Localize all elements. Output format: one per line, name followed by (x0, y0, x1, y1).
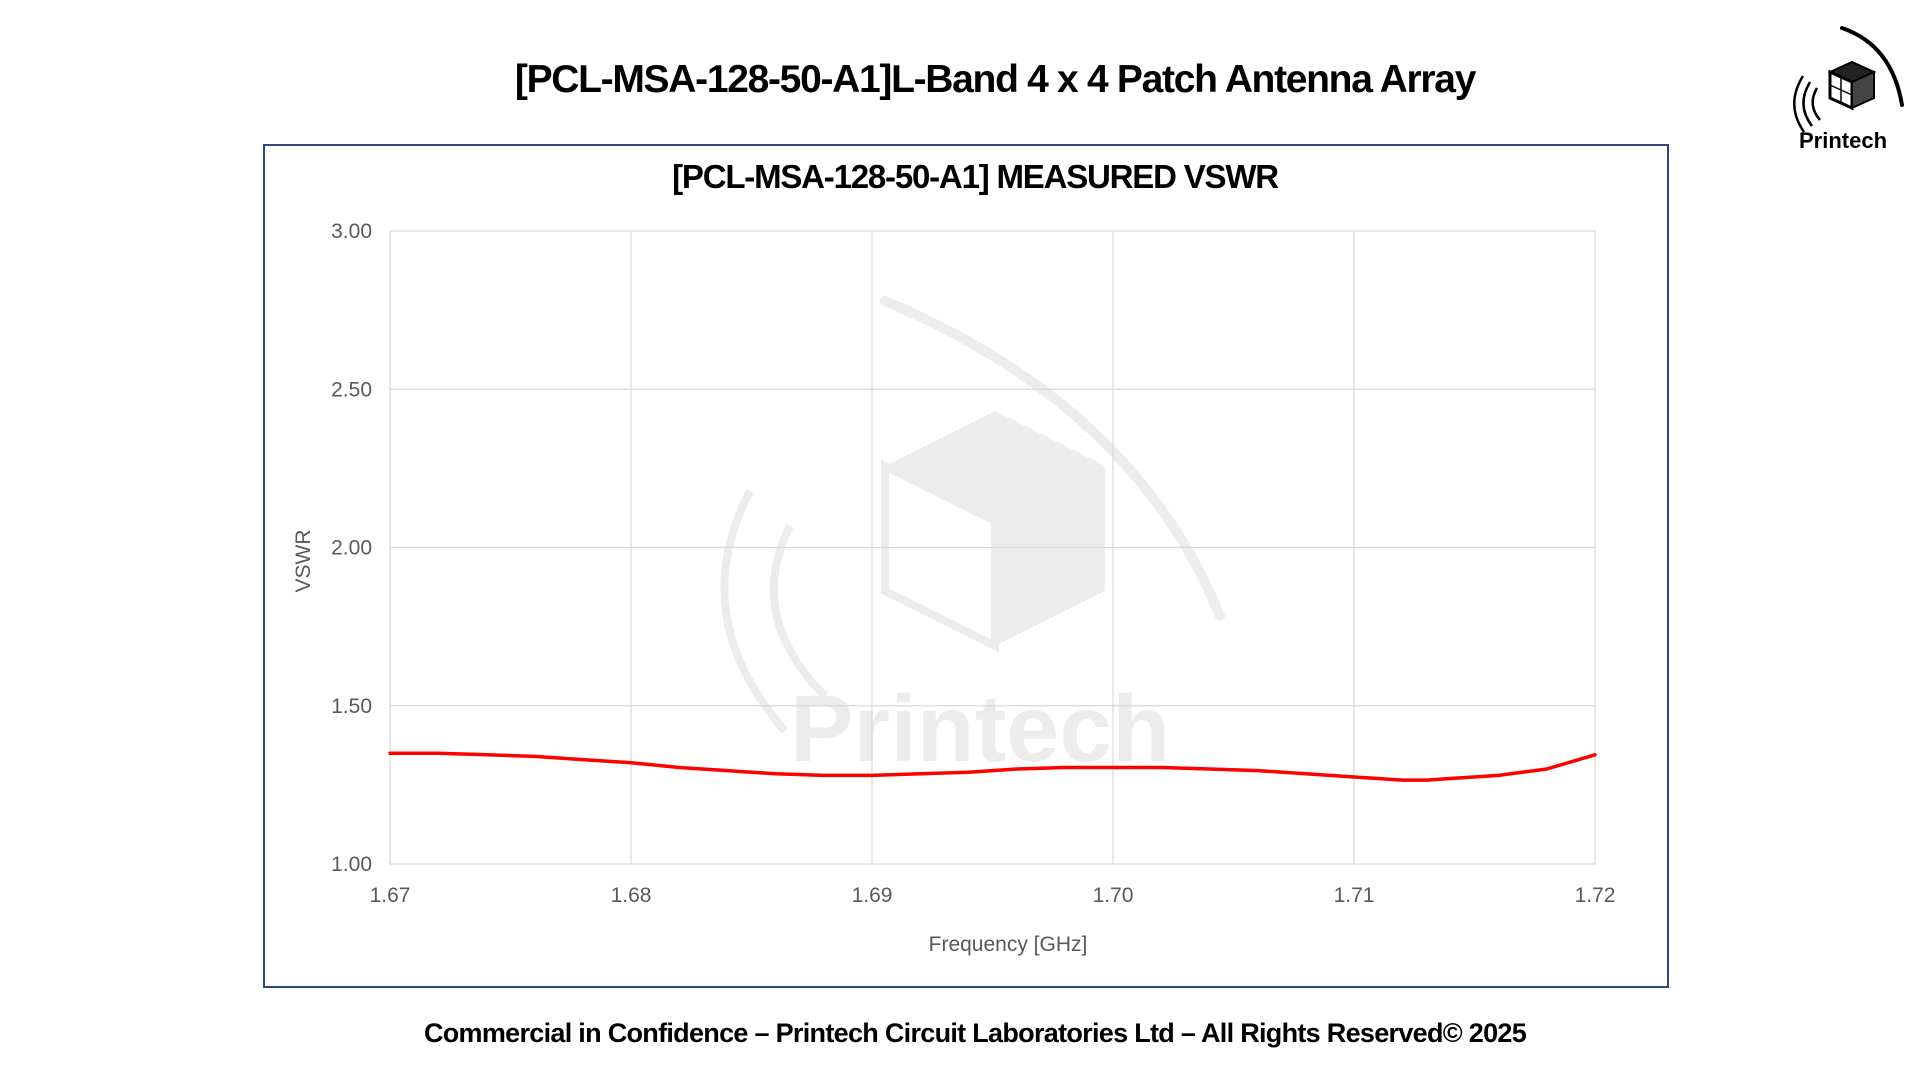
vswr-data-point (485, 753, 488, 757)
y-axis-label: VSWR (292, 530, 315, 593)
vswr-data-point (629, 761, 633, 764)
vswr-data-point (1063, 766, 1066, 769)
chart-title: [PCL-MSA-128-50-A1] MEASURED VSWR (672, 158, 1279, 195)
x-tick-label: 1.68 (611, 884, 652, 907)
x-tick-label: 1.69 (852, 884, 893, 907)
grid-layer (389, 230, 1596, 865)
vswr-data-point (1208, 767, 1211, 771)
vswr-data-point (1401, 778, 1404, 782)
footer-copyright: Commercial in Confidence – Printech Circ… (423, 1018, 1527, 1048)
logo-text: Printech (1798, 128, 1888, 153)
y-tick-label: 2.00 (331, 537, 372, 560)
vswr-data-point (774, 772, 777, 775)
x-tick-label: 1.70 (1093, 884, 1134, 907)
vswr-data-point (678, 766, 681, 769)
vswr-data-point (870, 774, 874, 777)
printech-logo-icon (1793, 26, 1904, 133)
chart-frame: Printech [PCL-MSA-128-50-A1] MEASURED VS… (263, 144, 1669, 988)
vswr-data-point (1352, 775, 1356, 779)
vswr-data-point (1256, 769, 1259, 772)
vswr-data-point (1545, 767, 1549, 771)
vswr-data-point (919, 772, 922, 775)
vswr-data-point (822, 774, 825, 777)
y-tick-label: 1.50 (331, 695, 372, 718)
vswr-data-point (1015, 767, 1018, 771)
slide-title: [PCL-MSA-128-50-A1]L-Band 4 x 4 Patch An… (514, 58, 1477, 101)
x-tick-label: 1.67 (370, 884, 411, 907)
x-tick-label: 1.71 (1334, 884, 1375, 907)
vswr-chart: Printech [PCL-MSA-128-50-A1] MEASURED VS… (292, 158, 1615, 956)
y-tick-label: 3.00 (331, 220, 372, 243)
vswr-data-point (1593, 753, 1597, 757)
vswr-data-point (1376, 777, 1380, 780)
tick-layer: 1.67 1.68 1.69 1.70 1.71 1.72 1.00 1.50 2.00 2.50… (331, 220, 1615, 907)
vswr-data-point (1304, 772, 1308, 775)
vswr-series-line (388, 751, 1597, 782)
x-axis-label: Frequency [GHz] (929, 933, 1088, 956)
vswr-data-point (1160, 766, 1163, 769)
vswr-data-point (437, 752, 440, 755)
watermark: Printech (720, 296, 1225, 782)
x-tick-label: 1.72 (1575, 884, 1616, 907)
vswr-data-point (388, 752, 392, 755)
vswr-data-point (726, 769, 729, 772)
vswr-data-point (1425, 778, 1428, 782)
vswr-data-point (967, 771, 970, 774)
vswr-data-point (1449, 777, 1452, 780)
watermark-text: Printech (790, 676, 1170, 782)
series-layer (388, 751, 1597, 782)
y-tick-label: 2.50 (331, 378, 372, 401)
vswr-data-point (1111, 766, 1115, 769)
vswr-data-point (581, 758, 584, 761)
vswr-data-point (533, 755, 536, 758)
y-tick-label: 1.00 (331, 853, 372, 876)
vswr-data-point (1497, 774, 1500, 777)
